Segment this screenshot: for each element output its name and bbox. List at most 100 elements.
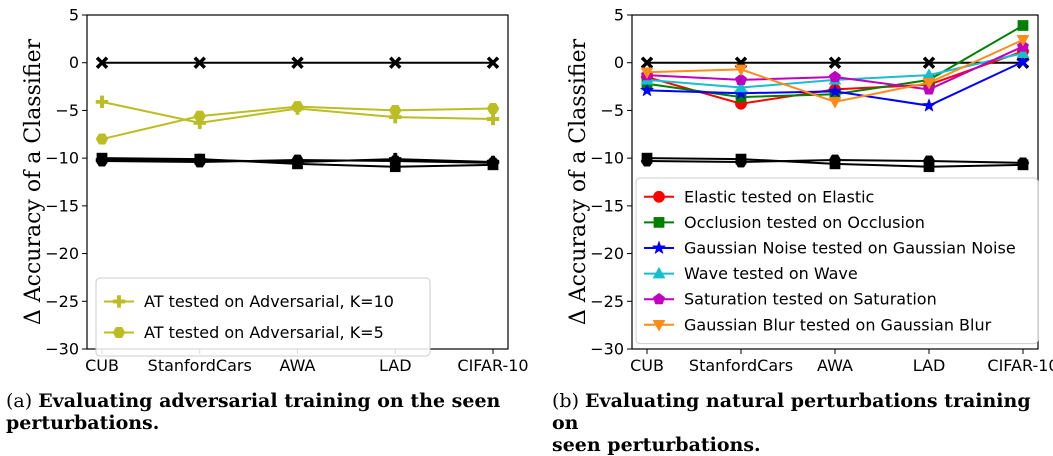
panel-b-series-baseline-2-point	[640, 155, 654, 167]
panel-b-legend-box	[635, 177, 1039, 345]
panel-a-series-baseline-0-point	[95, 56, 109, 70]
panel-a-ytick-label: −5	[55, 101, 79, 120]
panel-b-series-baseline-0-point	[922, 56, 936, 70]
panel-b-series-gaussian-blur-tested-on-gaussian-blur	[640, 35, 1030, 109]
panel-b-series-gaussian-blur-tested-on-gaussian-blur-point	[1016, 35, 1030, 47]
panel-b-legend-item: Elastic tested on Elastic	[644, 187, 874, 206]
panel-a-xtick-label: LAD	[379, 356, 412, 375]
panel-b-series-occlusion-tested-on-occlusion-point	[1017, 20, 1029, 31]
panel-b-xtick-label: CIFAR-10	[987, 356, 1053, 375]
panel-a-ytick-label: 5	[69, 6, 79, 25]
panel-b-ytick-label: −30	[590, 340, 624, 359]
panel-b-legend-item: Wave tested on Wave	[644, 264, 858, 283]
panel-b-series-gaussian-noise-tested-on-gaussian-noise-point	[827, 83, 843, 98]
panel-b-series-gaussian-blur-tested-on-gaussian-blur-point	[922, 78, 936, 90]
panel-a-xtick-label: AWA	[280, 356, 316, 375]
panel-b-series-saturation-tested-on-saturation-point	[734, 73, 748, 85]
panel-b-legend-marker	[652, 266, 666, 279]
panel-b-series-baseline-2-point	[922, 155, 936, 167]
panel-a-series-baseline-0-point	[388, 56, 402, 70]
panel-a-series-at-tested-on-adversarial-k-5	[95, 101, 500, 145]
panel-b-ylabel: Δ Accuracy of a Classifier	[566, 38, 591, 325]
panel-a-legend-item: AT tested on Adversarial, K=5	[104, 323, 384, 342]
panel-a-ytick-label: −25	[45, 292, 79, 311]
panel-a-ytick-label: 0	[69, 53, 79, 72]
panel-a-legend-item: AT tested on Adversarial, K=10	[104, 292, 394, 311]
panel-b-series-baseline-2-point	[1016, 157, 1030, 169]
panel-a-xtick-label: CUB	[85, 356, 119, 375]
panel-b-legend-label: Gaussian Noise tested on Gaussian Noise	[684, 239, 1016, 258]
panel-b-series-baseline-2-point	[734, 156, 748, 168]
panel-b-series-gaussian-blur-tested-on-gaussian-blur-point	[734, 64, 748, 77]
panel-a-series-baseline-3	[95, 152, 500, 169]
panel-b-ytick-label: −20	[590, 244, 624, 263]
panel-b-series-baseline-0-point	[640, 56, 654, 70]
panel-b-legend-marker	[652, 320, 666, 332]
panel-a-ytick-label: −30	[45, 340, 79, 359]
panel-b-series-gaussian-noise-tested-on-gaussian-noise-point	[639, 82, 655, 97]
panel-b-series-wave-tested-on-wave-point	[734, 80, 748, 93]
panel-b-legend-label: Wave tested on Wave	[684, 264, 858, 283]
caption-b-line2: seen perturbations.	[552, 434, 761, 456]
panel-a-series-baseline-3-point	[291, 155, 304, 169]
panel-b-legend-label: Gaussian Blur tested on Gaussian Blur	[684, 315, 992, 334]
panel-b-series-gaussian-noise-tested-on-gaussian-noise-point	[921, 98, 937, 112]
panel-a-series-at-tested-on-adversarial-k-5-point	[486, 103, 500, 114]
panel-b-ytick-label: 5	[614, 6, 624, 25]
panel-b-xtick-label: CUB	[630, 356, 664, 375]
panel-a-series-baseline-0-point	[291, 56, 304, 70]
panel-b-legend-item: Occlusion tested on Occlusion	[644, 213, 925, 232]
panel-a-series-baseline-3-point	[486, 155, 500, 169]
panel-a-series-at-tested-on-adversarial-k-5-point	[95, 133, 109, 145]
panel-a-ytick-label: −15	[45, 196, 79, 215]
panel-b-legend-item: Gaussian Noise tested on Gaussian Noise	[644, 239, 1016, 258]
panel-b-legend-marker	[652, 292, 666, 305]
panel-b-legend-marker	[653, 217, 665, 228]
panel-a-series-baseline-3-point	[95, 153, 109, 167]
panel-a-legend-marker	[112, 327, 126, 338]
panel-b-series-baseline-2-point	[828, 154, 842, 166]
panel-b-ytick-label: −10	[590, 149, 624, 168]
panel-b-legend: Elastic tested on Elastic Occlusion teste…	[635, 177, 1039, 345]
panel-a-chart: 5 0 −5 −10 −15 −20 −25 −30 CUB StanfordCars AWA LAD…	[21, 6, 529, 376]
panel-b-series-baseline-0-point	[828, 56, 842, 70]
panel-b-series-baseline-2	[640, 154, 1030, 169]
panel-b-ytick-label: 0	[614, 53, 624, 72]
panel-a-xtick-label: StanfordCars	[148, 356, 252, 375]
panel-a-legend: AT tested on Adversarial, K=10 AT tested …	[95, 277, 431, 357]
panel-b-xtick-label: LAD	[913, 356, 946, 375]
panel-a-series-baseline-3-point	[193, 153, 206, 167]
panel-b-legend-item: Saturation tested on Saturation	[644, 290, 937, 309]
panel-a-series-at-tested-on-adversarial-k-5-point	[193, 110, 207, 122]
panel-b-xtick-label: StanfordCars	[689, 356, 793, 375]
panel-a-ylabel: Δ Accuracy of a Classifier	[21, 38, 46, 325]
caption-a: (a) Evaluating adversarial training on t…	[6, 390, 506, 434]
panel-a-ytick-label: −20	[45, 244, 79, 263]
panel-a-series-baseline-0-point	[486, 56, 500, 70]
panel-b-chart: 5 0 −5 −10 −15 −20 −25 −30 CUB StanfordCars AWA LAD…	[566, 6, 1053, 376]
caption-b: (b) Evaluating natural perturbations tra…	[552, 390, 1052, 456]
panel-b-ytick-label: −15	[590, 196, 624, 215]
panel-b-legend-label: Occlusion tested on Occlusion	[684, 213, 925, 232]
panel-a-series-baseline-0	[95, 56, 500, 70]
panel-b-ytick-label: −5	[600, 101, 624, 120]
panel-a-legend-marker	[112, 295, 126, 308]
panel-b-legend-label: Elastic tested on Elastic	[684, 187, 874, 206]
panel-a-legend-label: AT tested on Adversarial, K=5	[144, 323, 384, 342]
panel-a-xtick-label: CIFAR-10	[457, 356, 528, 375]
caption-a-label: (a)	[6, 390, 33, 412]
panel-b-xtick-label: AWA	[817, 356, 853, 375]
panel-a-ytick-label: −10	[45, 149, 79, 168]
caption-b-line1: Evaluating natural perturbations trainin…	[552, 390, 1031, 434]
panel-a-series-baseline-3-point	[389, 152, 402, 166]
panel-b-ytick-label: −25	[590, 292, 624, 311]
panel-a-series-at-tested-on-adversarial-k-5-point	[291, 101, 304, 113]
panel-a-legend-box	[95, 277, 431, 357]
panel-b-series-wave-tested-on-wave-point	[1016, 46, 1030, 58]
panel-b-legend-marker	[651, 240, 667, 255]
caption-a-line2: perturbations.	[6, 412, 160, 434]
panel-b-legend-marker	[653, 190, 665, 203]
panel-a-series-baseline-0-point	[193, 56, 207, 70]
panel-b-series-gaussian-noise-tested-on-gaussian-noise	[639, 54, 1031, 112]
figure-canvas: 5 0 −5 −10 −15 −20 −25 −30 CUB StanfordCars AWA LAD…	[21, 6, 1053, 376]
